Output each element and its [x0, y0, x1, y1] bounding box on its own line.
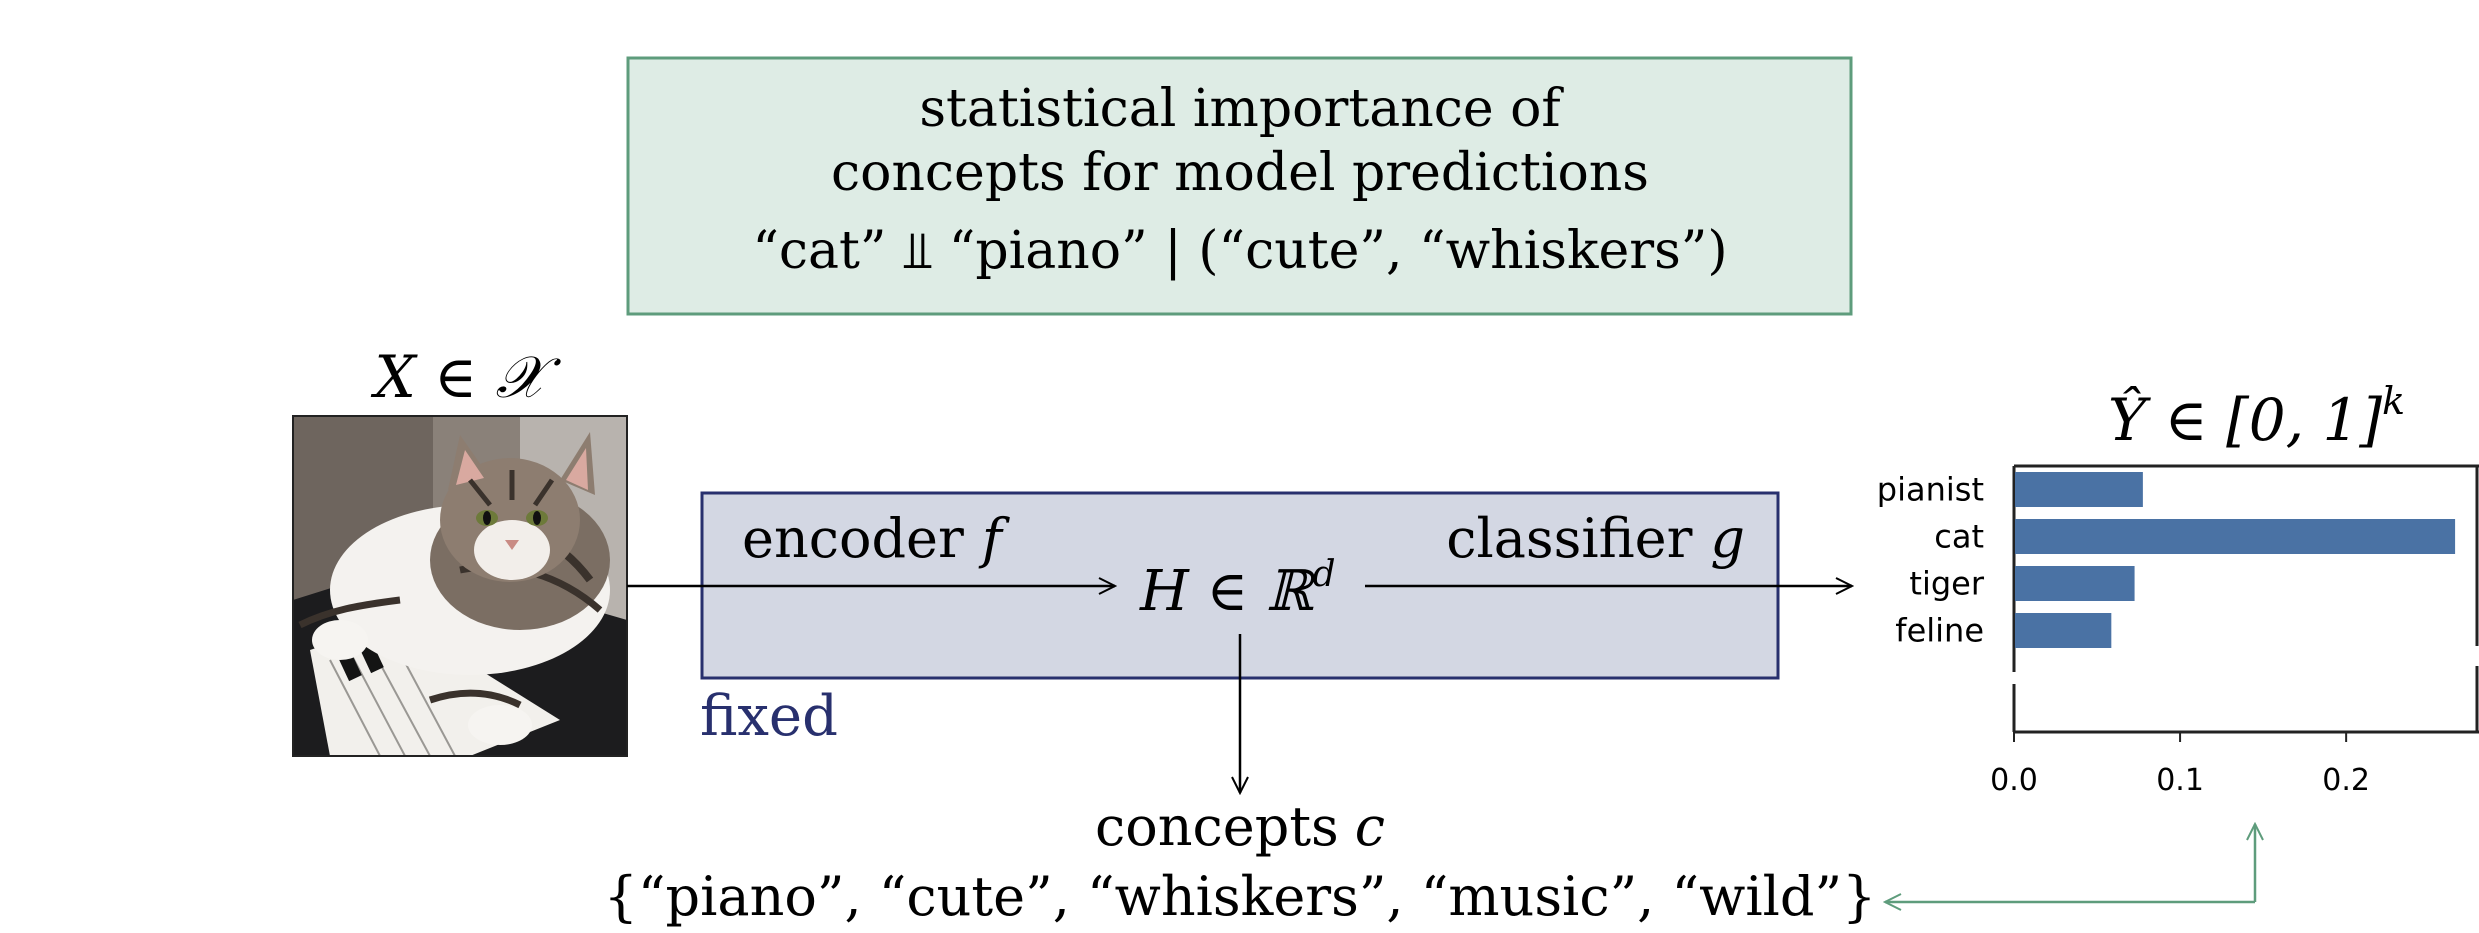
x-tick-label: 0.2 [2322, 763, 2370, 798]
bar-tiger [2015, 566, 2135, 601]
classifier-label: classifier g [1446, 507, 1745, 570]
concepts-list: {“piano”, “cute”, “whiskers”, “music”, “… [604, 865, 1877, 928]
output-label: Ŷ ∈ [0, 1]k [2108, 379, 2405, 454]
category-label-cat: cat [1934, 518, 1984, 556]
statistical-box-line2: concepts for model predictions [831, 143, 1649, 203]
input-label: X ∈ 𝒳 [371, 343, 562, 411]
concepts-title: concepts c [1095, 795, 1385, 858]
cat-photo [293, 416, 627, 756]
bar-pianist [2015, 472, 2143, 507]
x-tick-label: 0.0 [1990, 763, 2038, 798]
bar-feline [2015, 613, 2112, 648]
statistical-box-line1: statistical importance of [919, 79, 1564, 139]
x-tick-label: 0.1 [2156, 763, 2204, 798]
prediction-bar-chart: pianist cat tiger feline 0.0 0.1 0.2 [1877, 464, 2479, 798]
embedding-label: H ∈ ℝd [1139, 554, 1335, 624]
statistical-importance-box [626, 56, 1853, 316]
category-label-pianist: pianist [1877, 471, 1984, 509]
bar-cat [2015, 519, 2456, 554]
fixed-label: fixed [700, 684, 838, 749]
conditional-independence-statement: “cat” ⫫ “piano” | (“cute”, “whiskers”) [752, 221, 1727, 281]
category-label-feline: feline [1895, 612, 1984, 650]
category-label-tiger: tiger [1909, 565, 1984, 603]
